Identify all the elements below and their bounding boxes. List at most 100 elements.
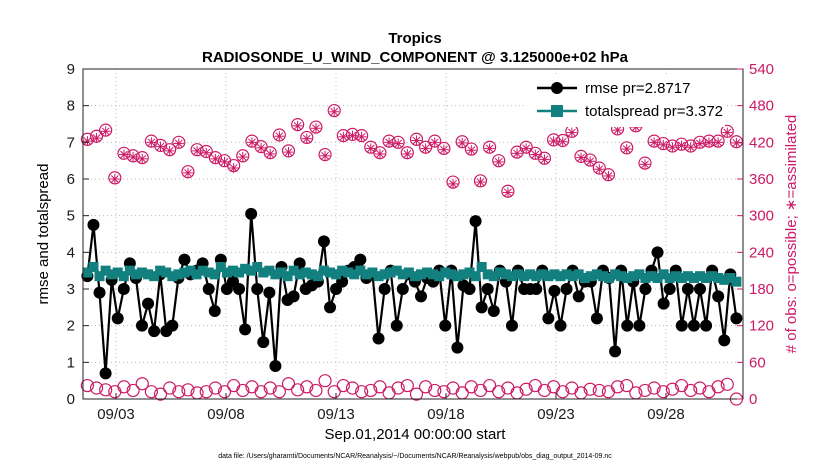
- obs-possible-low-marker: [519, 382, 533, 396]
- obs-assimilated-stroke: [348, 131, 357, 140]
- rmse-point: [93, 286, 106, 299]
- totalspread-point: [112, 267, 123, 278]
- obs-assimilated-marker: [502, 187, 513, 198]
- obs-assimilated-marker: [128, 152, 139, 162]
- rmse-point: [233, 283, 246, 295]
- totalspread-point: [185, 265, 196, 276]
- obs-possible-low-marker: [281, 377, 296, 391]
- totalspread-point: [531, 271, 542, 282]
- obs-assimilated-stroke: [430, 138, 439, 147]
- totalspread-point: [191, 269, 202, 280]
- rmse-point: [451, 341, 464, 354]
- obs-assimilated-marker: [100, 126, 111, 137]
- rmse-point: [675, 319, 688, 332]
- obs-assimilated-marker: [384, 137, 395, 148]
- obs-assimilated-marker: [146, 137, 157, 148]
- obs-assimilated-stroke: [238, 153, 247, 161]
- rmse-point: [681, 283, 694, 295]
- x-tick-label: 09/23: [537, 406, 575, 423]
- totalspread-point: [452, 271, 463, 282]
- totalspread-point: [343, 267, 354, 278]
- obs-possible-low-marker: [227, 378, 241, 393]
- obs-possible-low-marker: [355, 385, 369, 399]
- obs-assimilated-stroke: [266, 150, 275, 158]
- obs-assimilated-marker: [164, 145, 175, 156]
- totalspread-point: [707, 271, 718, 282]
- obs-assimilated-marker: [722, 127, 733, 138]
- obs-assimilated-stroke: [211, 154, 220, 163]
- obs-assimilated-stroke: [421, 144, 430, 153]
- rmse-point: [117, 283, 130, 295]
- obs-assimilated-marker: [585, 156, 596, 167]
- totalspread-point: [567, 271, 578, 282]
- right-axis: 0 60 120 180 240 300 360 420 480 540: [737, 61, 774, 408]
- totalspread-point: [227, 265, 238, 276]
- obs-possible-low-marker: [89, 381, 104, 395]
- obs-assimilated-stroke: [321, 151, 329, 160]
- totalspread-point: [573, 269, 584, 280]
- obs-possible-low-marker: [126, 383, 140, 398]
- totalspread-point: [555, 271, 566, 282]
- totalspread-point: [422, 267, 433, 278]
- y-tick-label-right: 540: [749, 61, 774, 78]
- obs-assimilated-stroke: [110, 175, 119, 183]
- rmse-point: [639, 283, 652, 295]
- totalspread-point: [500, 269, 511, 280]
- obs-possible-low-marker: [492, 385, 506, 399]
- rmse-point: [166, 319, 179, 332]
- chart-title: Tropics: [388, 30, 441, 47]
- rmse-point: [487, 305, 500, 317]
- obs-assimilated-stroke: [156, 142, 165, 151]
- y-axis-label-left: rmse and totalspread: [35, 164, 52, 305]
- obs-assimilated-marker: [466, 145, 477, 156]
- totalspread-point: [415, 269, 426, 280]
- obs-assimilated-stroke: [577, 153, 585, 162]
- series-layer: [80, 103, 744, 406]
- rmse-point: [396, 283, 409, 295]
- y-tick-label-left: 9: [67, 61, 75, 78]
- legend-totalspread-marker: [551, 105, 563, 117]
- obs-possible-low-marker: [537, 383, 552, 398]
- obs-possible-low-marker: [272, 385, 286, 399]
- rmse-point: [372, 332, 385, 345]
- obs-assimilated-stroke: [567, 128, 576, 137]
- y-tick-label-right: 420: [749, 134, 774, 151]
- obs-possible-low-marker: [556, 385, 570, 399]
- obs-assimilated-marker: [201, 147, 212, 158]
- obs-assimilated-marker: [658, 139, 669, 150]
- y-tick-label-left: 6: [67, 171, 75, 188]
- obs-possible-low-marker: [236, 383, 250, 398]
- obs-possible-low-marker: [693, 381, 707, 395]
- obs-assimilated-stroke: [394, 139, 403, 148]
- y-tick-label-left: 0: [67, 391, 75, 408]
- obs-assimilated-stroke: [540, 155, 549, 164]
- obs-assimilated-stroke: [312, 124, 320, 133]
- rmse-point: [530, 283, 543, 295]
- totalspread-point: [349, 269, 360, 280]
- obs-assimilated-marker: [576, 152, 587, 163]
- totalspread-point: [318, 265, 329, 276]
- totalspread-point: [167, 271, 178, 282]
- rmse-point: [414, 290, 427, 303]
- totalspread-point: [488, 271, 499, 282]
- x-axis: 09/03 09/08 09/13 09/18 09/23 09/28: [97, 393, 685, 423]
- obs-assimilated-stroke: [83, 137, 92, 146]
- obs-assimilated-stroke: [476, 178, 485, 186]
- rmse-point: [257, 336, 270, 349]
- obs-assimilated-stroke: [366, 144, 375, 153]
- rmse-point: [481, 283, 494, 295]
- obs-possible-low-marker: [620, 378, 634, 393]
- obs-possible-low-marker: [638, 383, 652, 398]
- rmse-point: [633, 319, 646, 332]
- rmse-point: [560, 283, 573, 295]
- rmse-point: [730, 312, 743, 325]
- obs-assimilated-stroke: [412, 136, 421, 145]
- totalspread-point: [367, 267, 378, 278]
- totalspread-point: [446, 269, 457, 280]
- obs-assimilated-stroke: [705, 138, 713, 147]
- obs-assimilated-stroke: [723, 128, 732, 137]
- totalspread-point: [155, 265, 166, 276]
- rmse-point: [542, 312, 555, 325]
- obs-possible-low-marker: [464, 380, 478, 394]
- obs-assimilated-marker: [667, 142, 678, 153]
